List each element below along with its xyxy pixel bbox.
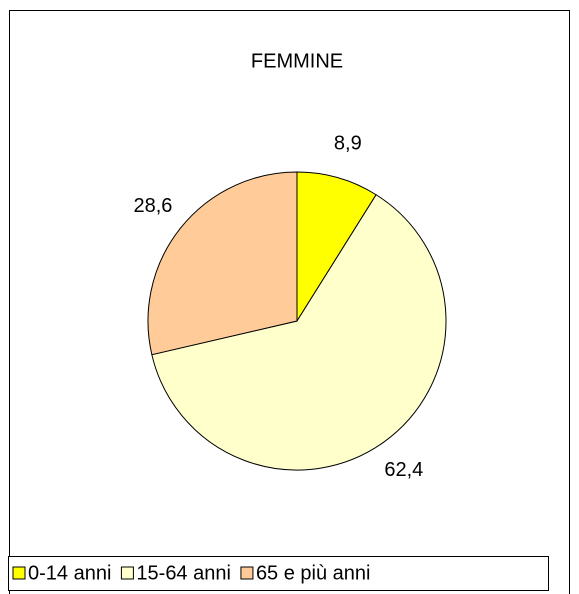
pie-slice bbox=[296, 171, 377, 323]
legend-swatch bbox=[120, 566, 134, 580]
chart-title: FEMMINE bbox=[251, 50, 343, 72]
chart-frame bbox=[9, 10, 570, 594]
pie-slice bbox=[151, 194, 447, 471]
legend-swatch bbox=[12, 566, 26, 580]
legend-box bbox=[8, 556, 549, 591]
data-label: 8,9 bbox=[334, 132, 362, 154]
legend-label: 0-14 anni bbox=[28, 562, 111, 584]
data-label: 28,6 bbox=[133, 195, 172, 217]
legend-swatch bbox=[240, 566, 254, 580]
legend-label: 65 e più anni bbox=[256, 562, 371, 584]
data-label: 62,4 bbox=[384, 459, 423, 481]
legend-label: 15-64 anni bbox=[136, 562, 231, 584]
pie-slice bbox=[147, 171, 298, 356]
